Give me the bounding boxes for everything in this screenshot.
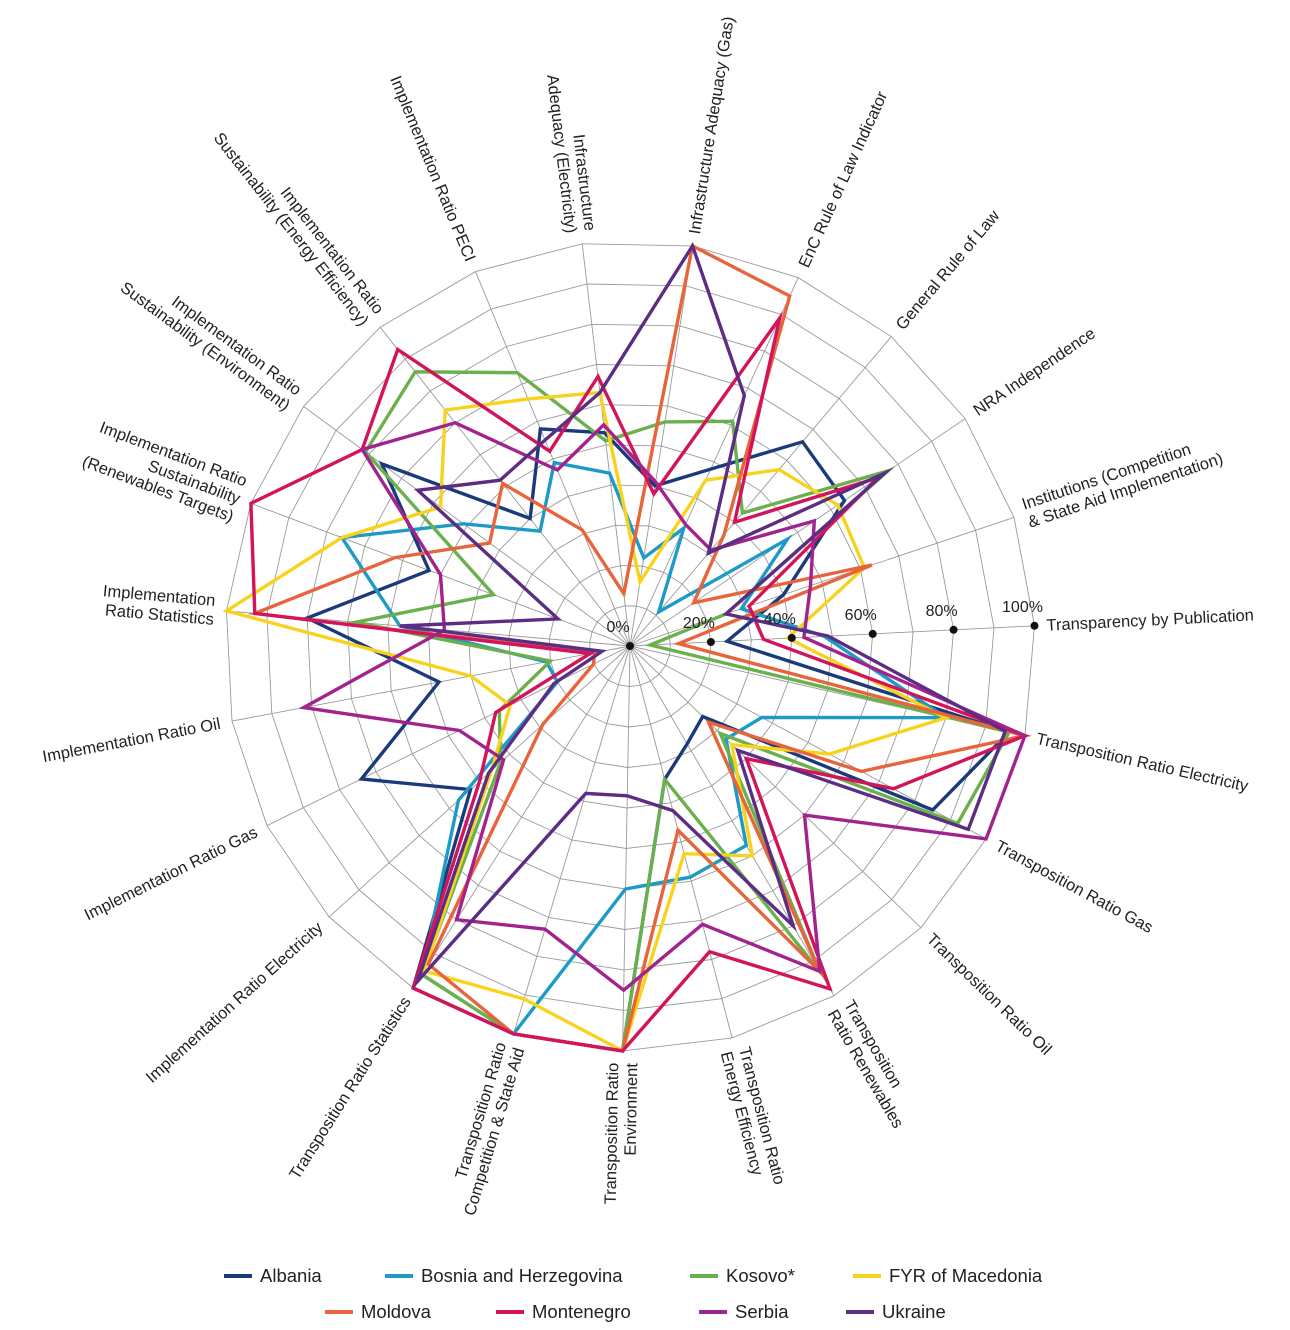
legend-item: Montenegro xyxy=(496,1294,631,1330)
series-line-albania xyxy=(302,427,1013,1053)
legend-label: Kosovo* xyxy=(726,1265,795,1286)
tick-dot xyxy=(626,642,634,650)
axis-spoke xyxy=(266,645,631,827)
axis-spoke xyxy=(629,645,835,997)
axis-label: InfrastructureAdequacy (Electricity) xyxy=(543,71,599,234)
axis-spoke xyxy=(629,336,892,647)
legend-item: Moldova xyxy=(325,1294,431,1330)
radar-series xyxy=(222,242,1033,1054)
axis-label: Implementation Ratio PECI xyxy=(386,73,479,264)
axis-spoke xyxy=(412,645,631,989)
axis-spoke xyxy=(629,625,1035,647)
grid-ring xyxy=(266,283,995,1011)
tick-label: 40% xyxy=(764,611,796,628)
axis-label: ImplementationRatio Statistics xyxy=(101,582,217,629)
axis-label: Transposition Ratio Statistics xyxy=(286,994,415,1183)
legend-label: Albania xyxy=(260,1265,322,1286)
axis-label: Implementation RatioSustainability (Ener… xyxy=(210,118,387,330)
axis-spoke xyxy=(475,271,631,647)
axis-label: TranspositionRatio Renewables xyxy=(824,997,923,1131)
legend-item: Kosovo* xyxy=(690,1258,795,1294)
axis-spoke xyxy=(622,645,631,1051)
tick-label: 20% xyxy=(683,615,715,632)
legend-swatch xyxy=(325,1310,353,1314)
legend-label: Serbia xyxy=(735,1301,789,1322)
axis-label: Transposition Ratio Electricity xyxy=(1034,730,1250,796)
tick-label: 80% xyxy=(926,603,958,620)
axis-label: EnC Rule of Law Indicator xyxy=(795,88,891,270)
tick-label: 60% xyxy=(845,607,877,624)
axis-label: NRA Independence xyxy=(970,324,1099,419)
axis-label: Implementation RatioSustainability(Renew… xyxy=(80,417,250,526)
axis-label: Implementation RatioSustainability (Envi… xyxy=(117,263,305,414)
series-line-kosovo xyxy=(346,370,1012,1053)
legend-label: Moldova xyxy=(361,1301,431,1322)
axis-spoke xyxy=(629,645,922,929)
axis-label: Infrastructure Adequacy (Gas) xyxy=(686,15,738,235)
axis-label: Implementation Ratio Electricity xyxy=(143,918,327,1086)
axis-spoke xyxy=(581,243,631,647)
tick-label: 100% xyxy=(1002,599,1043,616)
grid-ring xyxy=(226,243,1035,1052)
axis-label: General Rule of Law xyxy=(893,207,1004,334)
legend-item: Ukraine xyxy=(846,1294,946,1330)
tick-dot xyxy=(787,633,796,642)
axis-label: Transposition RatioEnvironment xyxy=(602,1062,642,1205)
axis-spoke xyxy=(629,277,799,647)
legend-item: Albania xyxy=(224,1258,322,1294)
series-line-fyr-of-macedonia xyxy=(222,390,951,1054)
axis-label: Transparency by Publication xyxy=(1046,606,1254,634)
legend-item: FYR of Macedonia xyxy=(853,1258,1042,1294)
axis-spoke xyxy=(629,645,733,1039)
tick-dot xyxy=(868,629,877,638)
axis-label: Implementation Ratio Gas xyxy=(82,823,261,924)
axis-label: Transposition Ratio Gas xyxy=(992,837,1156,937)
tick-dot xyxy=(706,638,715,646)
axis-label: Implementation Ratio Oil xyxy=(41,715,222,766)
tick-dot xyxy=(949,625,958,634)
axis-labels: Transparency by Publication Transposition… xyxy=(41,15,1254,1218)
grid-ring xyxy=(468,484,793,809)
axis-label: Institutions (Competition& State Aid Imp… xyxy=(1020,432,1226,532)
axis-spoke xyxy=(629,516,1015,647)
legend-item: Serbia xyxy=(699,1294,788,1330)
series-line-serbia xyxy=(298,420,1028,993)
axis-label: Transposition RatioCompetition & State A… xyxy=(443,1040,529,1218)
legend-item: Bosnia and Herzegovina xyxy=(385,1258,623,1294)
legend-label: Ukraine xyxy=(882,1301,946,1322)
tick-label: 0% xyxy=(606,619,629,636)
radial-tick-labels: 0% 20% 40% 60% 80% 100% xyxy=(606,599,1043,650)
series-line-ukraine xyxy=(399,242,1008,989)
legend-swatch xyxy=(699,1310,727,1314)
axis-label: Transposition RatioEnergy Efficiency xyxy=(717,1045,788,1191)
tick-dot xyxy=(1030,621,1039,630)
legend: Albania Bosnia and Herzegovina Kosovo* FYR … xyxy=(0,1256,1290,1328)
axis-spoke xyxy=(513,645,631,1035)
legend-label: Montenegro xyxy=(532,1301,631,1322)
legend-label: FYR of Macedonia xyxy=(889,1265,1043,1286)
grid-ring xyxy=(589,605,671,687)
legend-swatch xyxy=(846,1310,874,1314)
axis-label: Transposition Ratio Oil xyxy=(923,930,1055,1059)
axis-spoke xyxy=(231,645,631,722)
legend-swatch xyxy=(496,1310,524,1314)
legend-swatch xyxy=(853,1274,881,1278)
legend-swatch xyxy=(224,1274,252,1278)
axis-spoke xyxy=(629,418,966,647)
axis-spoke xyxy=(303,406,631,647)
legend-swatch xyxy=(690,1274,718,1278)
legend-label: Bosnia and Herzegovina xyxy=(421,1265,623,1286)
radar-chart: Transparency by Publication Transposition… xyxy=(41,15,1254,1218)
legend-swatch xyxy=(385,1274,413,1278)
